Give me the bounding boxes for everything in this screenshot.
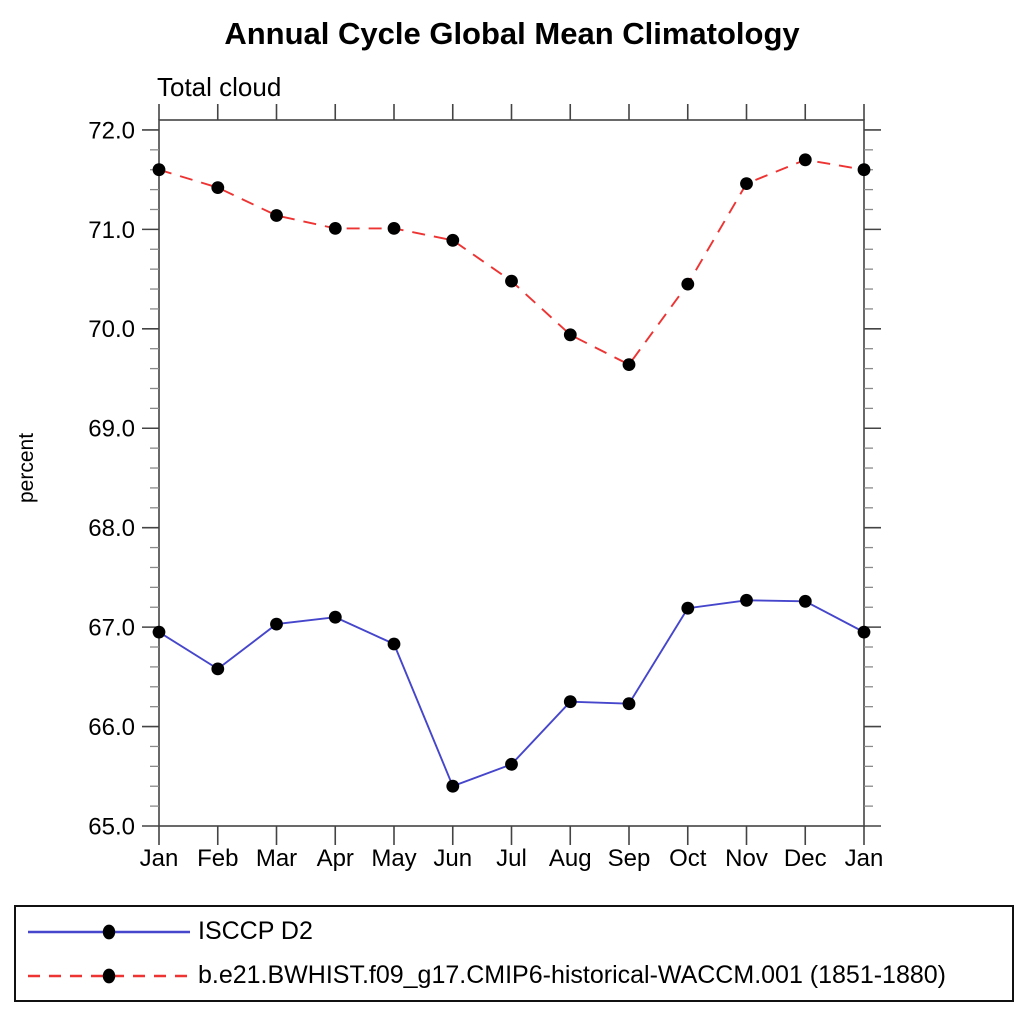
y-axis: 65.0 66.0 67.0 68.0 69.0 70.0 71.0 72.0 [88, 117, 881, 840]
data-point-marker [387, 222, 401, 235]
x-tick-label: Oct [669, 845, 707, 872]
data-point-marker [328, 610, 342, 624]
y-axis-title: percent [15, 433, 38, 503]
x-axis: Jan Feb Mar Apr May Jun Jul Aug Sep Oct Nov Dec Jan [140, 104, 884, 872]
data-point-marker [857, 625, 871, 639]
data-point-marker [740, 593, 753, 607]
data-point-marker [563, 328, 577, 342]
data-point-marker [622, 697, 636, 711]
y-tick-label: 71.0 [88, 217, 135, 244]
data-point-marker [328, 222, 342, 235]
y-tick-label: 69.0 [88, 416, 135, 443]
data-point-marker [211, 662, 225, 676]
data-point-marker [387, 637, 401, 651]
x-tick-label: Mar [256, 845, 297, 872]
data-point-marker [798, 153, 812, 167]
y-tick-label: 68.0 [88, 515, 135, 542]
data-point-marker [270, 617, 283, 631]
x-tick-label: Sep [608, 845, 651, 872]
x-tick-label: Apr [317, 845, 354, 872]
data-point-marker [152, 625, 166, 639]
legend-line-dashed-icon [28, 968, 190, 983]
data-point-marker [446, 233, 460, 247]
data-point-marker [622, 358, 636, 371]
data-point-marker [857, 163, 871, 177]
data-point-marker [563, 695, 577, 709]
chart-subtitle: Total cloud [157, 72, 282, 102]
x-tick-label: Feb [197, 845, 238, 872]
plot-frame [158, 119, 865, 827]
data-point-marker [681, 277, 695, 291]
data-point-marker [211, 181, 225, 195]
data-point-marker [798, 594, 812, 608]
chart-legend: ISCCP D2 b.e21.BWHIST.f09_g17.CMIP6-hist… [14, 905, 1014, 1002]
legend-label-model: b.e21.BWHIST.f09_g17.CMIP6-historical-WA… [198, 961, 946, 989]
x-tick-label: Nov [725, 845, 768, 872]
x-tick-label: Jul [496, 845, 527, 872]
series-line-1 [158, 158, 865, 366]
x-tick-label: Jan [845, 845, 884, 872]
data-point-marker [505, 274, 518, 288]
data-point-marker [505, 757, 518, 771]
legend-label-isccp: ISCCP D2 [198, 917, 313, 945]
x-tick-label: Aug [549, 845, 592, 872]
data-point-marker [270, 209, 283, 222]
legend-entry-isccp: ISCCP D2 [25, 912, 1012, 952]
data-point-marker [152, 163, 166, 177]
y-tick-label: 72.0 [88, 117, 135, 144]
x-tick-label: Jun [433, 845, 472, 872]
x-tick-label: May [371, 845, 416, 872]
y-tick-label: 66.0 [88, 714, 135, 741]
legend-entry-model: b.e21.BWHIST.f09_g17.CMIP6-historical-WA… [25, 956, 1012, 996]
series-markers-0 [152, 593, 871, 793]
data-point-marker [681, 601, 695, 615]
legend-line-solid-icon [28, 924, 190, 939]
y-tick-label: 65.0 [88, 813, 135, 840]
x-tick-label: Dec [784, 845, 827, 872]
y-tick-label: 70.0 [88, 316, 135, 343]
data-point-marker [740, 177, 753, 191]
x-tick-label: Jan [140, 845, 179, 872]
series-markers-1 [152, 153, 871, 371]
chart-title: Annual Cycle Global Mean Climatology [224, 16, 800, 51]
data-point-marker [446, 779, 460, 793]
y-tick-label: 67.0 [88, 615, 135, 642]
